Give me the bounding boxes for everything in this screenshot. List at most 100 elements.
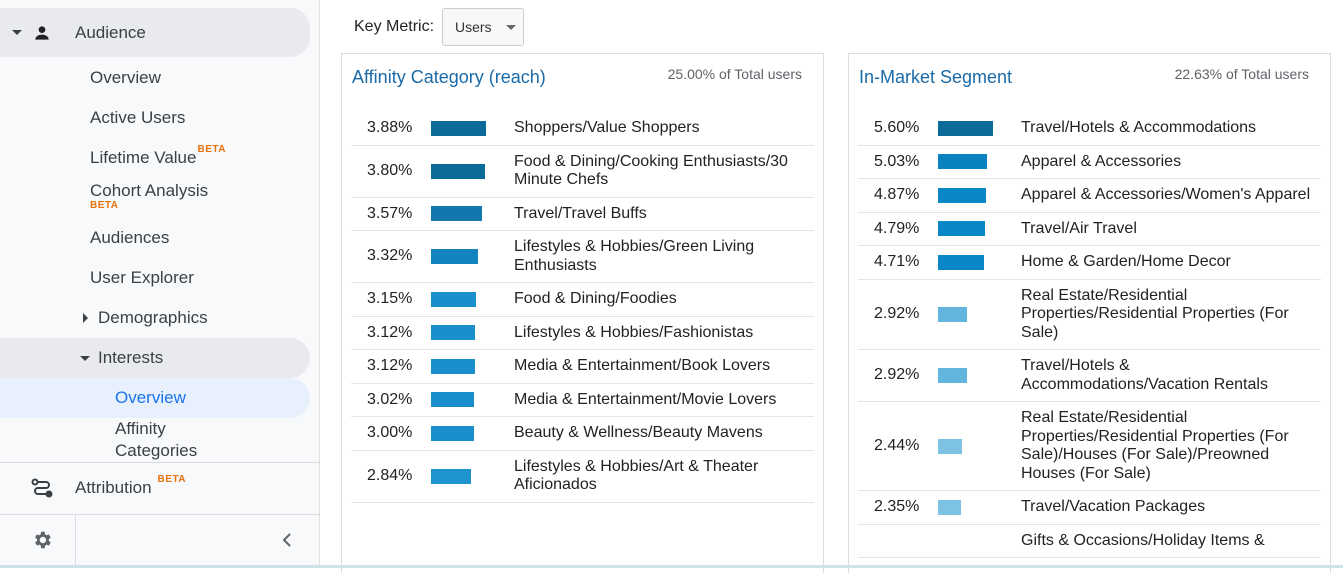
row-label[interactable]: Apparel & Accessories/Women's Apparel: [1021, 186, 1311, 203]
table-row: 3.57% Travel/Travel Buffs: [351, 198, 814, 231]
nav-label: Lifetime Value: [90, 148, 197, 167]
nav-label: Cohort Analysis: [90, 181, 209, 200]
row-bar: [938, 154, 988, 170]
row-percent: 3.80%: [367, 161, 413, 179]
row-percent: 2.44%: [874, 436, 920, 454]
row-label[interactable]: Apparel & Accessories: [1021, 152, 1182, 170]
row-label[interactable]: Beauty & Wellness/Beauty Mavens: [514, 424, 763, 441]
nav-lifetime-value[interactable]: Lifetime Value BETA: [0, 138, 310, 178]
row-label[interactable]: Shoppers/Value Shoppers: [514, 119, 700, 136]
beta-badge: BETA: [197, 143, 226, 155]
table-row: 5.60% Travel/Hotels & Accommodations: [858, 112, 1321, 146]
row-bar: [431, 468, 472, 484]
row-bar: [431, 425, 474, 441]
row-bar: [938, 221, 986, 237]
nav-interests-overview[interactable]: Overview: [0, 378, 310, 418]
row-label[interactable]: Travel/Air Travel: [1021, 219, 1137, 237]
row-percent: 3.00%: [367, 424, 413, 441]
nav-user-explorer[interactable]: User Explorer: [0, 258, 310, 298]
row-bar: [431, 392, 474, 408]
row-label[interactable]: Travel/Vacation Packages: [1021, 498, 1206, 515]
table-row: 2.92% Travel/Hotels & Accommodations/Vaca…: [858, 350, 1321, 402]
table-row: 2.92% Real Estate/Residential Properties/…: [858, 280, 1321, 350]
row-label[interactable]: Gifts & Occasions/Holiday Items &: [1021, 531, 1265, 549]
beta-badge: BETA: [157, 473, 187, 485]
row-percent: 3.12%: [367, 323, 413, 341]
row-percent: 2.35%: [874, 498, 920, 515]
table-row: 3.88% Shoppers/Value Shoppers: [351, 112, 814, 146]
table-row: 3.02% Media & Entertainment/Movie Lovers: [351, 384, 814, 417]
row-percent: 3.15%: [367, 290, 413, 307]
row-bar: [938, 306, 967, 322]
row-percent: 3.57%: [367, 204, 413, 222]
nav-demographics[interactable]: Demographics: [0, 298, 310, 338]
row-bar: [938, 438, 962, 454]
row-percent: 3.12%: [367, 357, 413, 374]
nav-label: Attribution: [75, 478, 152, 497]
nav-audiences[interactable]: Audiences: [0, 218, 310, 258]
row-percent: 2.92%: [874, 305, 920, 322]
nav-audience[interactable]: Audience: [0, 8, 310, 57]
table-row: 3.80% Food & Dining/Cooking Enthusiasts/3…: [351, 146, 814, 198]
row-percent: 2.92%: [874, 366, 920, 384]
row-bar: [938, 499, 962, 515]
row-percent: 4.87%: [874, 186, 920, 203]
row-label[interactable]: Food & Dining/Cooking Enthusiasts/30 Min…: [514, 152, 788, 189]
row-label[interactable]: Lifestyles & Hobbies/Fashionistas: [514, 323, 754, 341]
row-percent: 4.79%: [874, 219, 920, 237]
nav-active-users[interactable]: Active Users: [0, 98, 310, 138]
table-row: 4.71% Home & Garden/Home Decor: [858, 246, 1321, 280]
row-label[interactable]: Real Estate/Residential Properties/Resid…: [1021, 286, 1289, 341]
row-percent: 5.60%: [874, 119, 920, 136]
panel-total: 22.63% of Total users: [1174, 66, 1309, 82]
nav-cohort-analysis[interactable]: Cohort Analysis BETA: [0, 178, 310, 216]
dropdown-arrow-icon: [505, 24, 516, 30]
table-row: 4.79% Travel/Air Travel: [858, 213, 1321, 246]
row-label[interactable]: Real Estate/Residential Properties/Resid…: [1021, 409, 1289, 482]
row-bar: [431, 163, 485, 179]
row-percent: 2.84%: [367, 466, 413, 484]
row-label[interactable]: Food & Dining/Foodies: [514, 290, 677, 307]
panel-total: 25.00% of Total users: [667, 66, 802, 82]
row-label[interactable]: Home & Garden/Home Decor: [1021, 253, 1231, 270]
collapse-chevron-icon[interactable]: [280, 532, 294, 548]
caret-right-icon: [83, 313, 88, 323]
beta-badge: BETA: [90, 200, 119, 211]
key-metric-dropdown[interactable]: Users: [442, 8, 524, 46]
key-metric-label: Key Metric:: [354, 18, 435, 35]
caret-down-icon: [12, 30, 22, 35]
panel-title[interactable]: In-Market Segment: [859, 67, 1013, 87]
row-percent: 3.02%: [367, 390, 413, 408]
table-row: 3.00% Beauty & Wellness/Beauty Mavens: [351, 417, 814, 451]
affinity-panel: Affinity Category (reach) 25.00% of Tota…: [341, 53, 824, 573]
row-label[interactable]: Lifestyles & Hobbies/Art & Theater Afici…: [514, 457, 759, 494]
person-icon: [35, 26, 49, 40]
sidebar: Audience Overview Active Users Lifetime …: [0, 0, 320, 568]
divider: [75, 514, 76, 568]
nav-label: Audiences: [90, 228, 170, 247]
divider: [0, 462, 320, 463]
nav-attribution[interactable]: Attribution BETA: [0, 468, 310, 508]
table-row: 3.32% Lifestyles & Hobbies/Green Living E…: [351, 231, 814, 283]
panel-title[interactable]: Affinity Category (reach): [352, 67, 546, 87]
nav-overview[interactable]: Overview: [0, 58, 310, 98]
row-bar: [431, 206, 482, 222]
nav-label: Active Users: [90, 108, 186, 127]
row-percent: 5.03%: [874, 152, 920, 170]
row-bar: [431, 358, 476, 374]
row-label[interactable]: Travel/Hotels & Accommodations/Vacation …: [1021, 357, 1268, 393]
row-bar: [431, 291, 476, 307]
table-row: 2.44% Real Estate/Residential Properties/…: [858, 402, 1321, 491]
row-label[interactable]: Media & Entertainment/Book Lovers: [514, 357, 771, 374]
divider: [0, 514, 320, 515]
bottom-edge: [0, 565, 1343, 568]
nav-interests[interactable]: Interests: [0, 338, 310, 378]
row-label[interactable]: Lifestyles & Hobbies/Green Living Enthus…: [514, 238, 755, 274]
row-label[interactable]: Media & Entertainment/Movie Lovers: [514, 390, 777, 408]
row-label[interactable]: Travel/Hotels & Accommodations: [1021, 119, 1257, 136]
row-percent: 4.71%: [874, 253, 920, 270]
gear-icon[interactable]: [31, 529, 53, 551]
row-percent: 3.32%: [367, 247, 413, 265]
row-label[interactable]: Travel/Travel Buffs: [514, 204, 647, 222]
nav-affinity-categories[interactable]: Affinity Categories: [0, 418, 310, 462]
